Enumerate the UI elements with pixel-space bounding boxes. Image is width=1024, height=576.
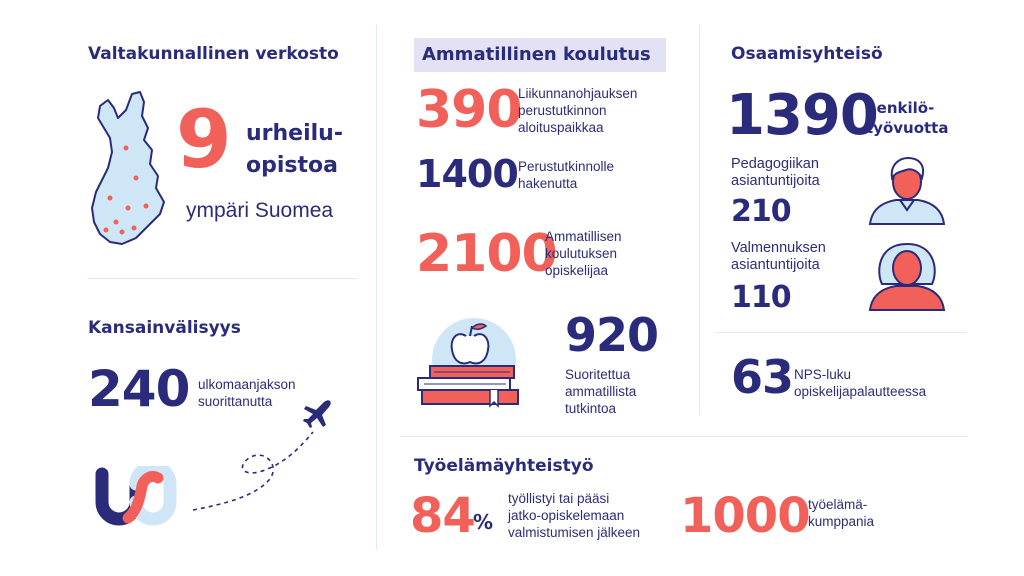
community-years-label: henkilö- työvuotta: [866, 99, 949, 137]
divider-right: [699, 25, 700, 415]
finland-map-icon: [91, 91, 165, 245]
stat-920-number: 920: [565, 308, 659, 362]
coaching-number: 110: [731, 280, 792, 315]
network-label: urheilu- opistoa: [246, 121, 343, 178]
international-desc: ulkomaanjakson suorittanutta: [198, 377, 296, 409]
female-avatar-icon: [868, 242, 946, 311]
community-title: Osaamisyhteisö: [731, 44, 883, 64]
flight-path-decoration: [192, 431, 314, 511]
vocational-title: Ammatillinen koulutus: [422, 44, 651, 65]
partners-desc: työelämä- kumppania: [808, 497, 875, 529]
network-count: 9: [176, 93, 232, 186]
stat-390-number: 390: [416, 80, 523, 140]
divider-bottom: [400, 436, 968, 437]
pedagogy-number: 210: [731, 194, 792, 229]
nps-label: NPS-luku opiskelijapalautteessa: [794, 367, 927, 399]
divider-left: [376, 25, 377, 550]
stat-1400-desc: Perustutkinnolle hakenutta: [518, 159, 615, 191]
international-number: 240: [88, 360, 190, 418]
worklife-title: Työelämäyhteistyö: [414, 456, 594, 476]
partners-number: 1000: [680, 488, 811, 544]
employment-percent-sign: %: [473, 510, 494, 534]
international-title: Kansainvälisyys: [88, 318, 241, 338]
divider-left-horizontal: [88, 278, 358, 279]
stat-390-desc: Liikunnanohjauksen perustutkinnon aloitu…: [518, 86, 638, 135]
male-avatar-icon: [868, 156, 946, 225]
divider-right-horizontal: [716, 332, 966, 333]
network-subtitle: ympäri Suomea: [186, 199, 334, 222]
network-title: Valtakunnallinen verkosto: [88, 44, 339, 64]
stat-920-desc: Suoritettua ammatillista tutkintoa: [565, 367, 637, 416]
vocational-title-bg: [414, 38, 666, 72]
uo-logo-icon: [95, 466, 177, 526]
stat-2100-number: 2100: [416, 224, 558, 284]
books-apple-icon: [417, 318, 519, 408]
community-years-number: 1390: [726, 83, 879, 148]
nps-number: 63: [731, 350, 794, 404]
employment-percent-number: 84: [410, 488, 476, 544]
stat-1400-number: 1400: [416, 152, 519, 196]
airplane-icon: [303, 400, 331, 428]
employment-desc: työllistyi tai pääsi jatko-opiskelemaan …: [508, 491, 641, 540]
pedagogy-label: Pedagogiikan asiantuntijoita: [731, 156, 820, 189]
coaching-label: Valmennuksen asiantuntijoita: [731, 240, 826, 273]
stat-2100-desc: Ammatillisen koulutuksen opiskelijaa: [545, 229, 622, 278]
